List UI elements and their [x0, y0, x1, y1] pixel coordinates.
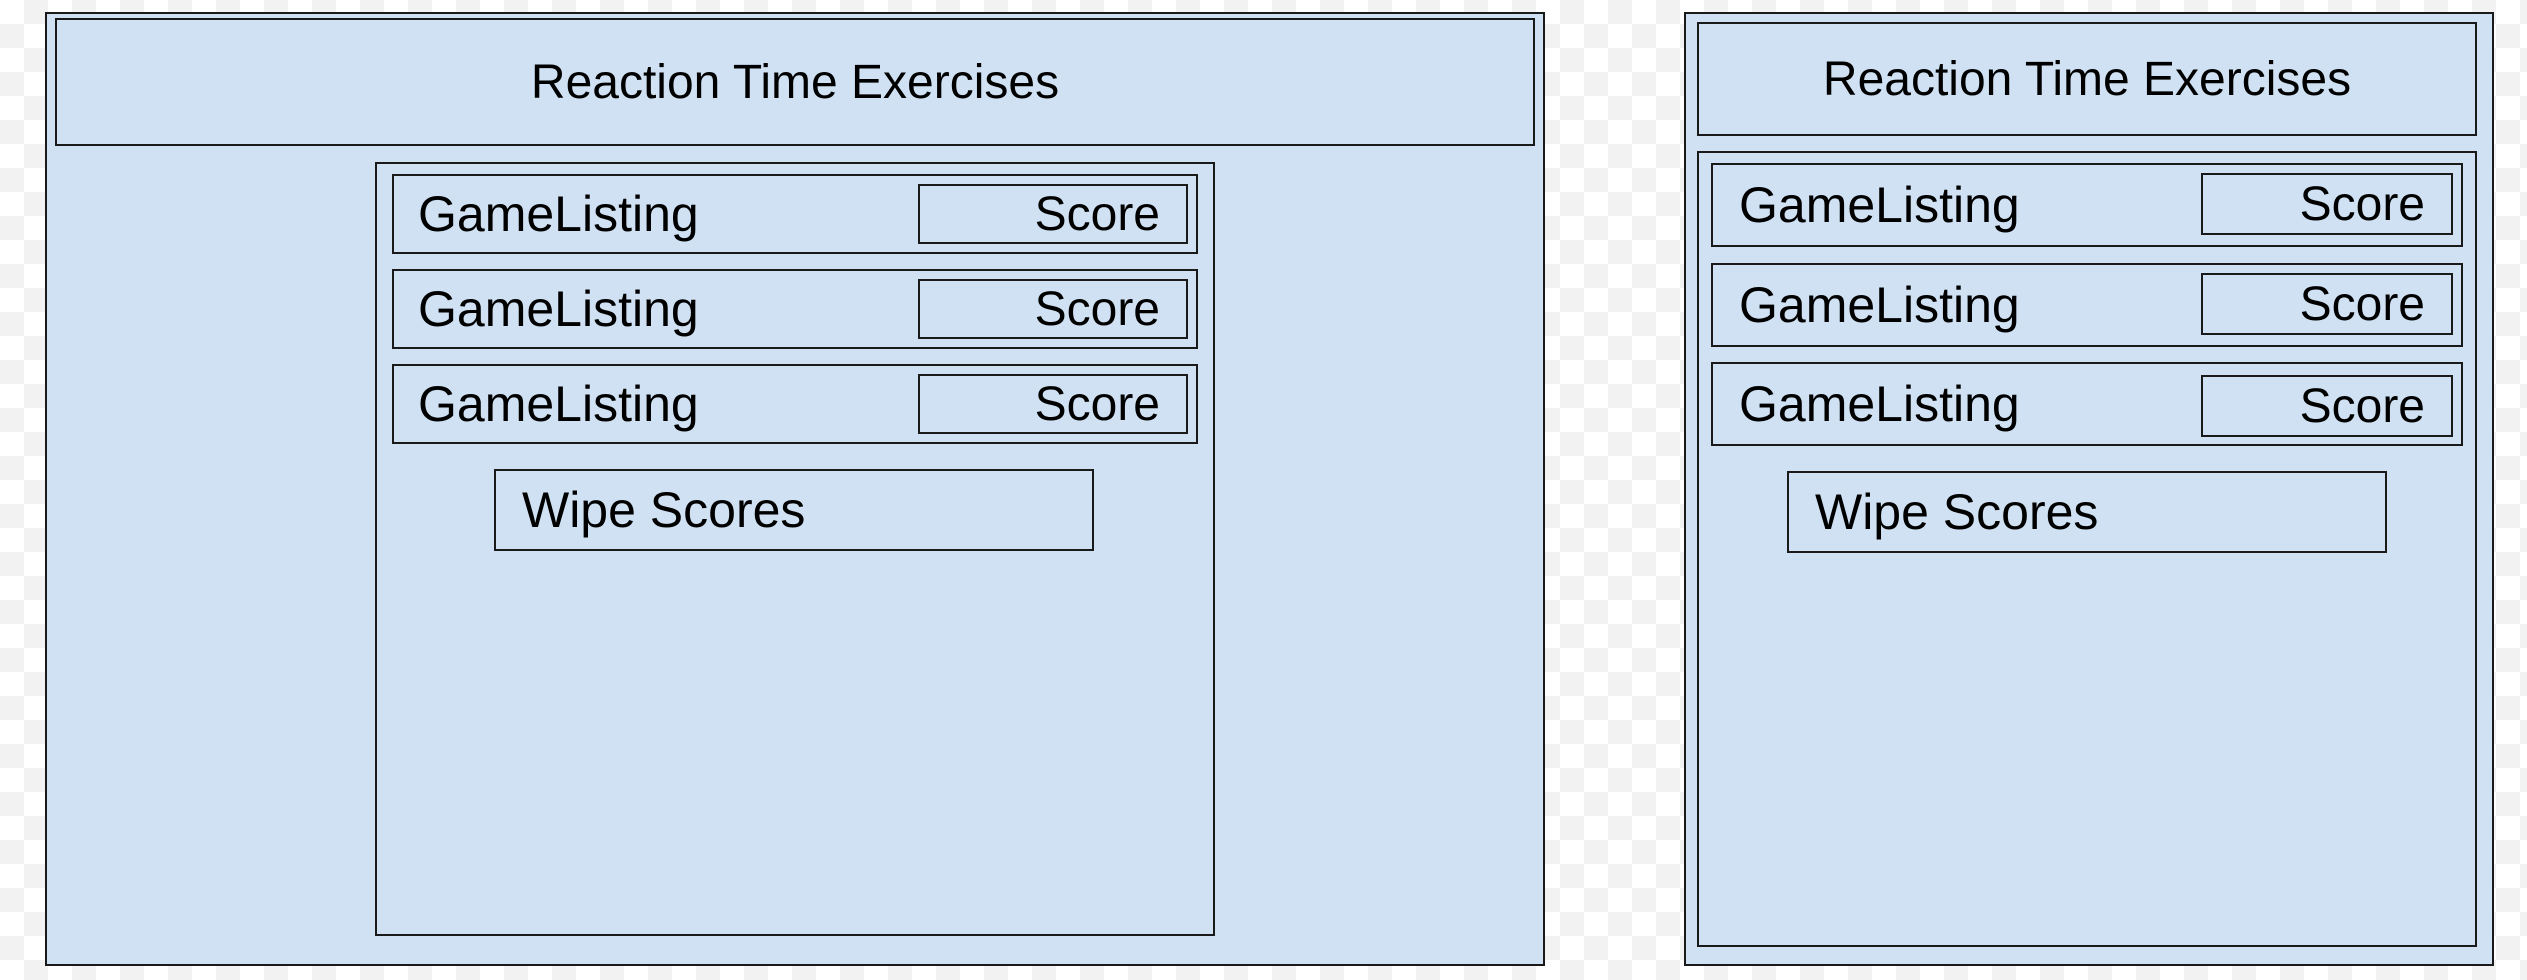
wipe-scores-label: Wipe Scores	[522, 482, 806, 538]
wipe-scores-label: Wipe Scores	[1815, 484, 2099, 540]
title-text: Reaction Time Exercises	[1822, 52, 2352, 106]
game-listing-label: GameListing	[418, 186, 699, 242]
game-listing-label: GameListing	[1739, 277, 2020, 333]
score-label: Score	[1034, 187, 1160, 241]
score-label: Score	[2299, 177, 2425, 231]
score-label: Score	[1034, 377, 1160, 431]
score-label: Score	[2299, 379, 2425, 433]
score-field: Score	[2201, 375, 2453, 437]
wipe-scores-button[interactable]: Wipe Scores	[494, 469, 1094, 551]
wipe-scores-button[interactable]: Wipe Scores	[1787, 471, 2387, 553]
score-field: Score	[918, 184, 1188, 244]
game-listing-label: GameListing	[1739, 376, 2020, 432]
title-bar-left: Reaction Time Exercises	[55, 18, 1535, 146]
game-listing-label: GameListing	[418, 376, 699, 432]
title-bar-right: Reaction Time Exercises	[1697, 22, 2477, 136]
score-field: Score	[918, 374, 1188, 434]
game-listing-label: GameListing	[1739, 177, 2020, 233]
title-text: Reaction Time Exercises	[530, 55, 1060, 109]
score-field: Score	[2201, 173, 2453, 235]
game-listing-label: GameListing	[418, 281, 699, 337]
score-field: Score	[2201, 273, 2453, 335]
score-field: Score	[918, 279, 1188, 339]
score-label: Score	[1034, 282, 1160, 336]
score-label: Score	[2299, 277, 2425, 331]
